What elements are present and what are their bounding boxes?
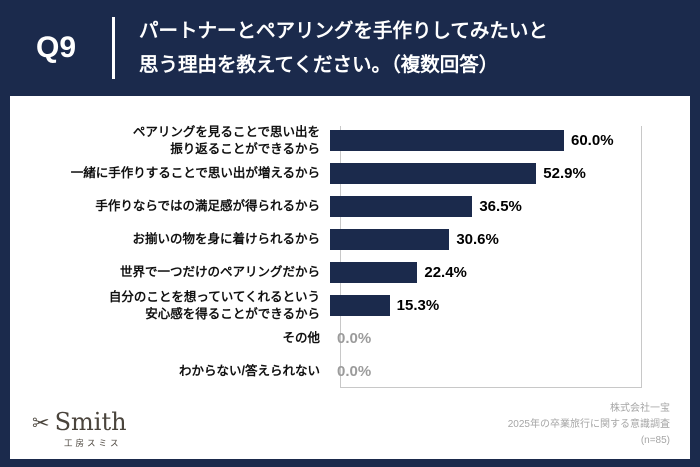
bar xyxy=(330,262,418,283)
logo-subtext: 工房スミス xyxy=(64,438,122,448)
category-label: 一緒に手作りすることで思い出が増えるから xyxy=(70,166,320,181)
bar-track: 60.0% xyxy=(330,130,642,151)
smith-logo: ✂ Smith 工房スミス xyxy=(32,408,127,449)
question-title-line1: パートナーとペアリングを手作りしてみたいと xyxy=(139,19,548,42)
question-title: パートナーとペアリングを手作りしてみたいと 思う理由を教えてください。（複数回答… xyxy=(115,14,548,82)
question-number: Q9 xyxy=(35,31,77,64)
bar-track: 0.0% xyxy=(330,361,642,382)
y-axis-line xyxy=(340,126,341,388)
category-label: 自分のことを想っていてくれるという 安心感を得ることができるから xyxy=(108,290,320,321)
chart-card: ペアリングを見ることで思い出を 振り返ることができるから 60.0% 一緒に手作りす… xyxy=(10,96,690,459)
question-title-line2: 思う理由を教えてください。（複数回答） xyxy=(139,54,499,76)
bar xyxy=(330,295,390,316)
credit-company: 株式会社一宝 xyxy=(610,403,670,414)
chart-rows: ペアリングを見ることで思い出を 振り返ることができるから 60.0% 一緒に手作りす… xyxy=(10,124,690,388)
chart-row: お揃いの物を身に着けられるから 30.6% xyxy=(10,223,690,256)
header: Q9 パートナーとペアリングを手作りしてみたいと 思う理由を教えてください。（複… xyxy=(0,0,700,96)
category-label: 手作りならではの満足感が得られるから xyxy=(95,199,320,214)
chart-row: 一緒に手作りすることで思い出が増えるから 52.9% xyxy=(10,157,690,190)
chart-row: 世界で一つだけのペアリングだから 22.4% xyxy=(10,256,690,289)
value-label: 30.6% xyxy=(456,231,499,248)
value-label: 60.0% xyxy=(571,132,614,149)
value-label: 15.3% xyxy=(396,297,440,314)
category-label: わからない/答えられない xyxy=(179,364,320,379)
chart-row: 手作りならではの満足感が得られるから 36.5% xyxy=(10,190,690,223)
category-label: お揃いの物を身に着けられるから xyxy=(132,232,320,247)
bar-track: 36.5% xyxy=(330,196,642,217)
bar xyxy=(330,163,537,184)
bar-track: 52.9% xyxy=(330,163,642,184)
bar-track: 0.0% xyxy=(330,328,642,349)
header-divider xyxy=(112,17,115,79)
bar-track: 22.4% xyxy=(330,262,642,283)
value-label: 36.5% xyxy=(479,198,522,215)
credit-sample-size: (n=85) xyxy=(640,435,670,446)
value-label: 0.0% xyxy=(337,363,372,380)
value-label: 0.0% xyxy=(337,330,372,347)
scissors-icon: ✂ xyxy=(32,411,50,435)
category-label: ペアリングを見ることで思い出を 振り返ることができるから xyxy=(132,125,320,156)
chart-row: わからない/答えられない 0.0% xyxy=(10,355,690,388)
bar-chart: ペアリングを見ることで思い出を 振り返ることができるから 60.0% 一緒に手作りす… xyxy=(10,124,690,388)
footer: ✂ Smith 工房スミス 株式会社一宝 2025年の卒業旅行に関する意識調査 … xyxy=(32,401,670,449)
bar-track: 15.3% xyxy=(330,295,642,316)
category-label: その他 xyxy=(282,331,320,346)
value-label: 52.9% xyxy=(543,165,586,182)
chart-row: ペアリングを見ることで思い出を 振り返ることができるから 60.0% xyxy=(10,124,690,157)
x-axis-line xyxy=(340,387,642,388)
bar xyxy=(330,229,450,250)
bar xyxy=(330,130,564,151)
category-label: 世界で一つだけのペアリングだから xyxy=(119,265,320,280)
logo-wordmark: ✂ Smith xyxy=(32,408,127,436)
chart-row: 自分のことを想っていてくれるという 安心感を得ることができるから 15.3% xyxy=(10,289,690,322)
bar xyxy=(330,196,473,217)
bar-track: 30.6% xyxy=(330,229,642,250)
right-frame-line xyxy=(641,126,642,388)
value-label: 22.4% xyxy=(424,264,467,281)
survey-credits: 株式会社一宝 2025年の卒業旅行に関する意識調査 (n=85) xyxy=(508,401,670,449)
chart-row: その他 0.0% xyxy=(10,322,690,355)
credit-survey-name: 2025年の卒業旅行に関する意識調査 xyxy=(507,419,670,430)
logo-text: Smith xyxy=(54,408,127,436)
